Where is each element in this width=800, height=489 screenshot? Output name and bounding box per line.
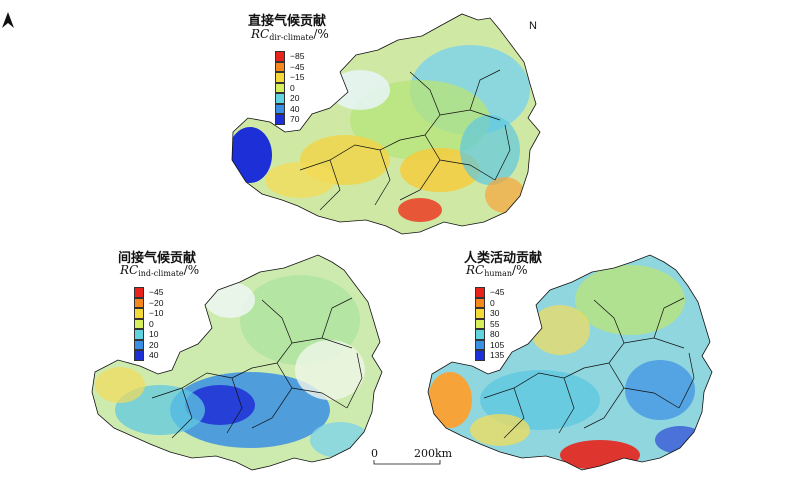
legend-label: 105 xyxy=(490,339,505,350)
legend-label: 135 xyxy=(490,350,505,360)
north-arrow-icon xyxy=(2,12,14,28)
subtitle-main: RC xyxy=(251,27,270,41)
legend-swatch xyxy=(475,287,485,298)
subtitle-main: RC xyxy=(466,263,485,277)
legend-swatch xyxy=(134,350,144,361)
legend-swatch xyxy=(134,339,144,350)
legend-label: 0 xyxy=(490,297,495,308)
subtitle-sub: dir-climate xyxy=(269,33,314,42)
legend-swatch xyxy=(134,318,144,329)
north-label: N xyxy=(529,20,537,32)
subtitle-unit: /% xyxy=(183,263,200,277)
subtitle-unit: /% xyxy=(512,263,528,277)
legend-swatch xyxy=(275,82,285,93)
legend-label: 40 xyxy=(290,103,300,114)
legend-label: −10 xyxy=(149,308,164,318)
subtitle-main: RC xyxy=(120,263,139,277)
basin-outline xyxy=(91,254,383,471)
legend-label: 80 xyxy=(490,329,500,339)
legend-label: 55 xyxy=(490,318,500,329)
subtitle-unit: /% xyxy=(313,27,329,41)
legend-label: −85 xyxy=(290,51,305,61)
legend-swatch xyxy=(475,329,485,340)
basin-outline xyxy=(427,254,713,471)
legend-label: −45 xyxy=(290,61,305,72)
sub-basin-boundaries xyxy=(299,69,511,211)
legend-label: 40 xyxy=(149,350,159,360)
legend-label: 30 xyxy=(490,308,500,318)
subtitle-sub: ind-climate xyxy=(138,269,184,278)
legend-label: −45 xyxy=(149,287,164,297)
sub-basin-boundaries xyxy=(483,297,695,439)
sub-basin-boundaries xyxy=(151,297,363,439)
panel-title: 人类活动贡献 xyxy=(464,251,543,266)
legend-label: 70 xyxy=(290,114,300,124)
legend-label: −15 xyxy=(290,72,305,82)
legend-label: 0 xyxy=(290,82,295,93)
legend-swatch xyxy=(134,329,144,340)
legend-swatch xyxy=(475,318,485,329)
legend-swatch xyxy=(475,339,485,350)
scale-bar-start: 0 xyxy=(371,447,378,460)
panel-subtitle: RCind-climate/% xyxy=(120,263,199,278)
legend-label: −20 xyxy=(149,297,164,308)
panel-subtitle: RCdir-climate/% xyxy=(251,27,329,42)
panel-title: 间接气候贡献 xyxy=(118,251,197,266)
direct-climate-map xyxy=(231,13,541,235)
legend-label: 10 xyxy=(149,329,159,339)
legend-swatch xyxy=(275,61,285,72)
legend-swatch xyxy=(475,350,485,361)
map-panel-direct-climate: 直接气候贡献 RCdir-climate/% −85 −45 −15 0 20 40 70 … xyxy=(2,12,541,235)
legend-swatch xyxy=(475,297,485,308)
legend-swatch xyxy=(275,93,285,104)
legend-swatch xyxy=(134,308,144,319)
legend-swatch xyxy=(475,308,485,319)
basin-outline xyxy=(231,13,541,235)
legend-label: 20 xyxy=(149,339,159,350)
legend-swatch xyxy=(134,297,144,308)
scale-bar-icon xyxy=(373,460,441,465)
legend-label: −45 xyxy=(490,287,505,297)
legend-swatch xyxy=(134,287,144,298)
panel-subtitle: RChuman/% xyxy=(466,263,527,278)
legend-swatch xyxy=(275,51,285,62)
legend-swatch xyxy=(275,114,285,125)
panel-title: 直接气候贡献 xyxy=(248,14,327,29)
legend-swatch xyxy=(275,103,285,114)
scale-bar-end: 200km xyxy=(414,447,453,460)
legend-swatch xyxy=(275,72,285,83)
legend-label: 0 xyxy=(149,318,154,329)
legend-label: 20 xyxy=(290,93,300,103)
subtitle-sub: human xyxy=(484,269,513,278)
